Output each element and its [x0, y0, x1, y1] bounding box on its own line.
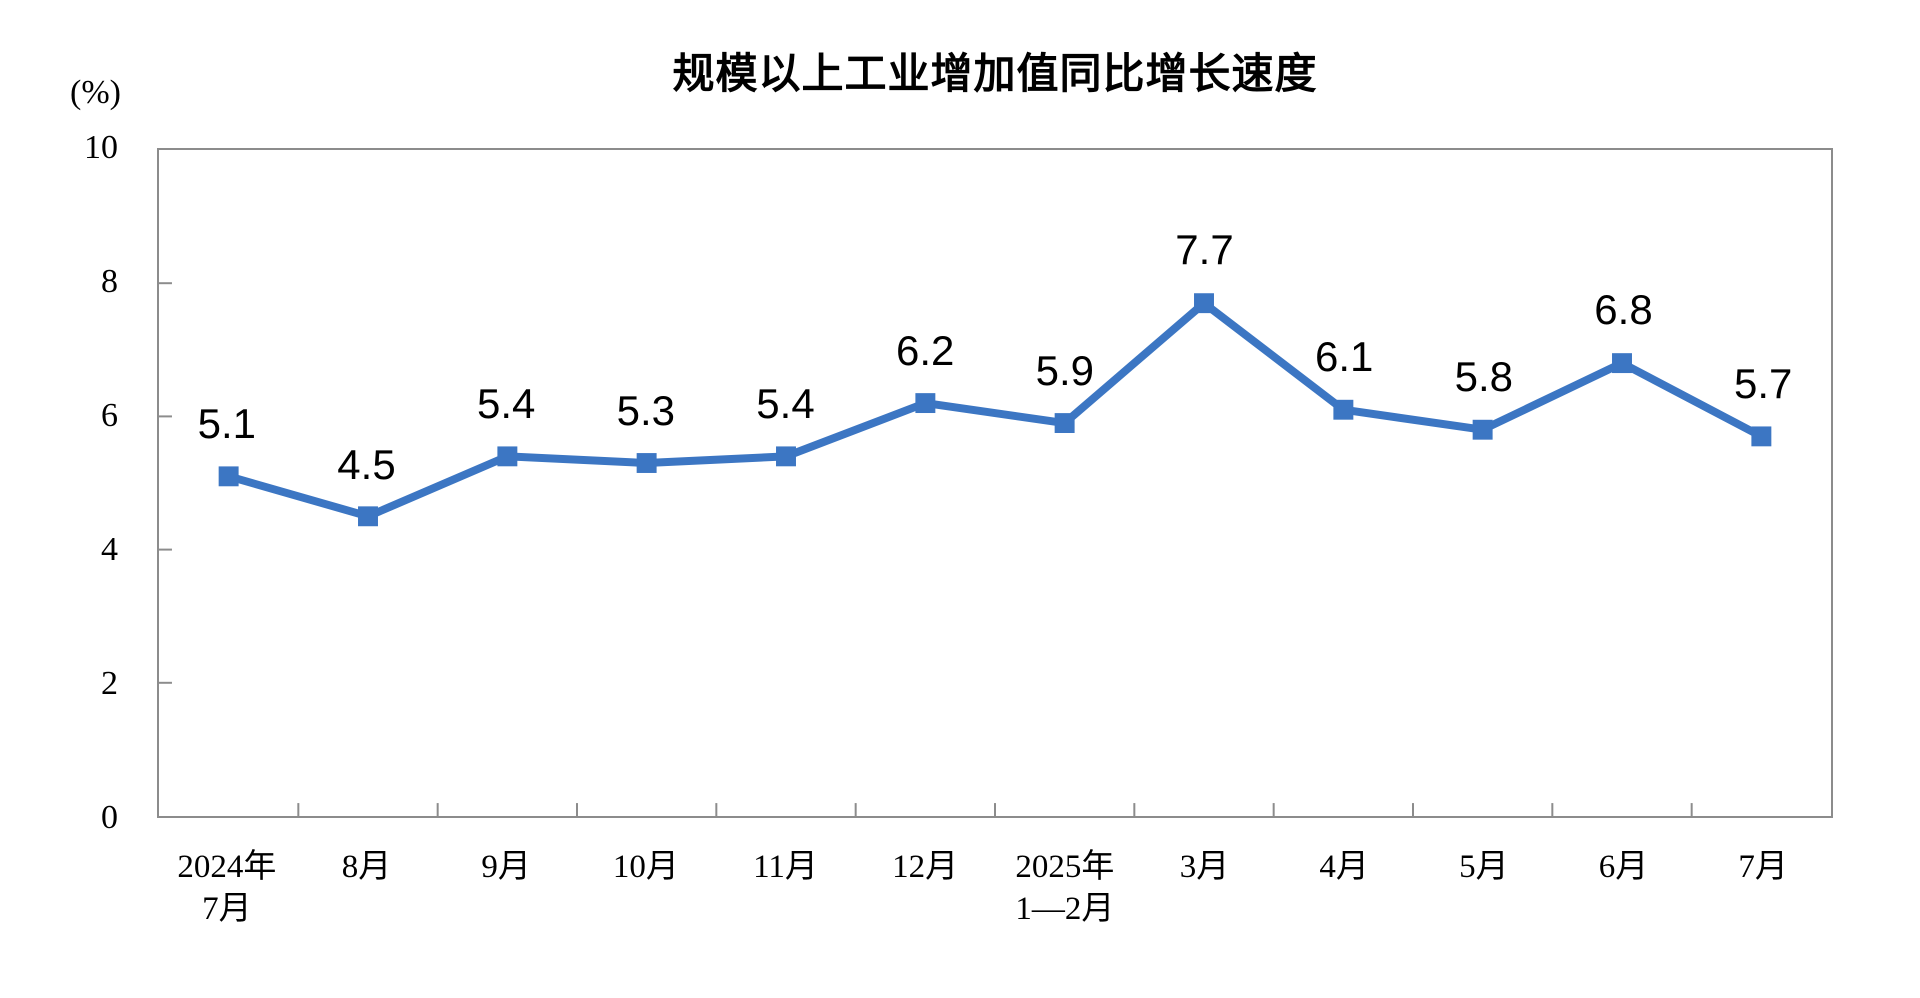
data-point-marker: [1612, 353, 1632, 374]
y-axis-tick-label: 4: [101, 531, 118, 568]
x-axis-label: 12月: [892, 846, 958, 888]
x-axis-label: 2025年 1—2月: [1015, 846, 1114, 930]
data-point-marker: [497, 446, 518, 467]
data-point-marker: [636, 453, 657, 473]
data-point-marker: [1751, 426, 1772, 447]
x-axis-label: 11月: [753, 846, 818, 888]
data-point-marker: [1472, 419, 1493, 440]
x-axis-label: 7月: [1738, 846, 1788, 888]
data-point-label: 7.7: [1175, 226, 1234, 274]
series-line: [224, 299, 1766, 521]
x-axis-label: 10月: [613, 846, 679, 888]
x-axis-label-line: 3月: [1179, 849, 1230, 885]
x-axis-label-line: 2025年: [1015, 849, 1115, 885]
y-axis-tick-label: 8: [101, 263, 118, 300]
y-axis-unit-label: (%): [70, 74, 121, 111]
data-point-label: 5.8: [1454, 353, 1514, 401]
plot-area: [157, 148, 1833, 818]
y-axis-tick-label: 6: [101, 397, 118, 434]
data-point-label: 6.2: [895, 326, 955, 374]
data-point-marker: [915, 393, 936, 414]
x-axis-label: 8月: [342, 846, 392, 888]
data-point-label: 5.4: [756, 380, 815, 428]
x-axis-label: 2024年 7月: [177, 846, 276, 930]
data-point-marker: [1333, 399, 1354, 420]
x-axis-label-line: 9月: [481, 849, 531, 885]
data-point-label: 5.3: [616, 386, 676, 434]
x-axis-label-line: 11月: [753, 849, 818, 885]
data-point-label: 5.4: [476, 380, 536, 428]
data-point-marker: [776, 446, 796, 467]
x-axis-label: 5月: [1459, 846, 1509, 888]
y-axis-tick-label: 10: [84, 129, 118, 166]
x-axis-label-line: 7月: [202, 891, 252, 927]
data-point-marker: [358, 506, 378, 527]
x-axis-label-line: 12月: [892, 849, 959, 885]
x-axis-label-line: 2024年: [177, 849, 277, 885]
y-axis-tick-label: 2: [101, 665, 118, 702]
y-axis-tick-label: 0: [101, 799, 118, 836]
x-axis-label: 4月: [1319, 846, 1369, 888]
x-axis-label-line: 10月: [612, 849, 679, 885]
data-point-marker: [1194, 293, 1214, 314]
x-axis-label: 3月: [1180, 846, 1230, 888]
data-point-label: 6.1: [1314, 333, 1374, 381]
data-point-label: 5.1: [197, 400, 257, 448]
x-axis-label-line: 4月: [1319, 849, 1369, 885]
data-point-label: 5.9: [1035, 346, 1095, 394]
x-axis-label-line: 1—2月: [1015, 891, 1115, 927]
x-axis-label: 6月: [1599, 846, 1649, 888]
data-point-label: 5.7: [1733, 360, 1793, 408]
x-axis-label: 9月: [481, 846, 531, 888]
data-point-marker: [218, 466, 239, 487]
x-axis-label-line: 5月: [1459, 849, 1509, 885]
chart-title: 规模以上工业增加值同比增长速度: [672, 50, 1318, 97]
x-axis-label-line: 8月: [341, 849, 392, 885]
x-axis-label-line: 7月: [1738, 849, 1788, 885]
data-point-label: 6.8: [1594, 286, 1653, 334]
data-point-label: 4.5: [337, 440, 396, 488]
line-series-svg: [159, 282, 1772, 816]
x-axis-label-line: 6月: [1598, 849, 1649, 885]
data-point-marker: [1054, 413, 1075, 434]
